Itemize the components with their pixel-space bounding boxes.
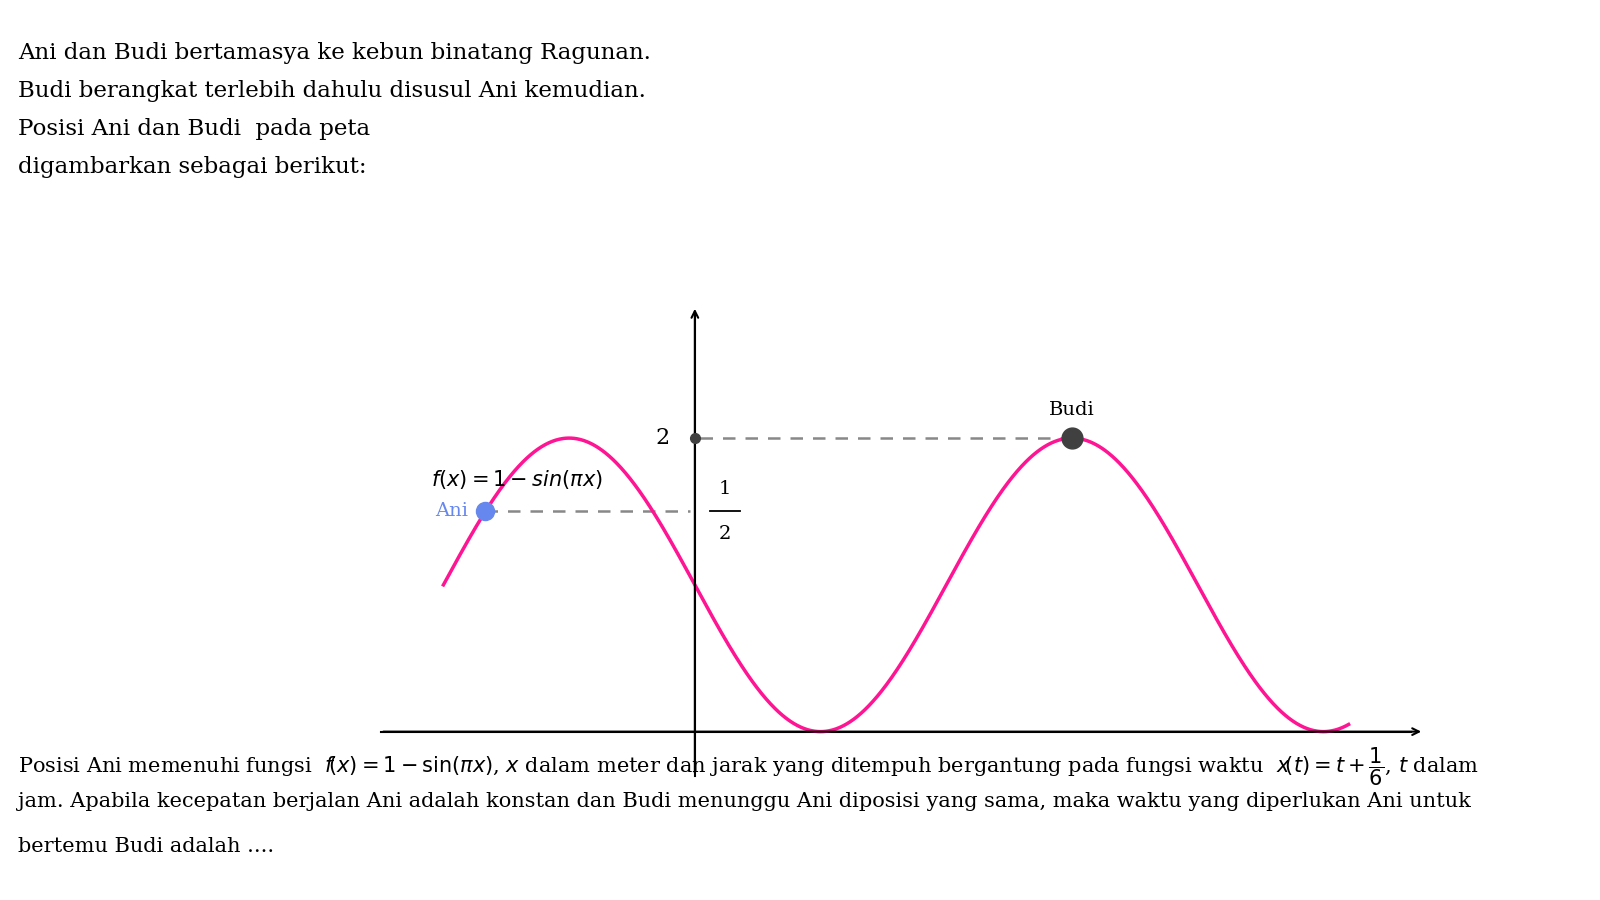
Text: 2: 2 (718, 525, 731, 543)
Text: bertemu Budi adalah ....: bertemu Budi adalah .... (18, 837, 274, 856)
Text: Budi berangkat terlebih dahulu disusul Ani kemudian.: Budi berangkat terlebih dahulu disusul A… (18, 80, 646, 102)
Text: digambarkan sebagai berikut:: digambarkan sebagai berikut: (18, 156, 366, 178)
Text: 2: 2 (656, 428, 670, 449)
Text: $f(x) = 1 - sin(\pi x)$: $f(x) = 1 - sin(\pi x)$ (430, 468, 603, 490)
Text: Ani dan Budi bertamasya ke kebun binatang Ragunan.: Ani dan Budi bertamasya ke kebun binatan… (18, 42, 651, 64)
Text: Posisi Ani memenuhi fungsi  $f\!\left(x\right)=1-\sin\!\left(\pi x\right)$, $x$ : Posisi Ani memenuhi fungsi $f\!\left(x\r… (18, 745, 1478, 788)
Text: 1: 1 (718, 481, 731, 499)
Text: jam. Apabila kecepatan berjalan Ani adalah konstan dan Budi menunggu Ani diposis: jam. Apabila kecepatan berjalan Ani adal… (18, 792, 1470, 811)
Text: Budi: Budi (1050, 401, 1094, 419)
Text: Ani: Ani (435, 502, 467, 520)
Text: Posisi Ani dan Budi  pada peta: Posisi Ani dan Budi pada peta (18, 118, 370, 140)
